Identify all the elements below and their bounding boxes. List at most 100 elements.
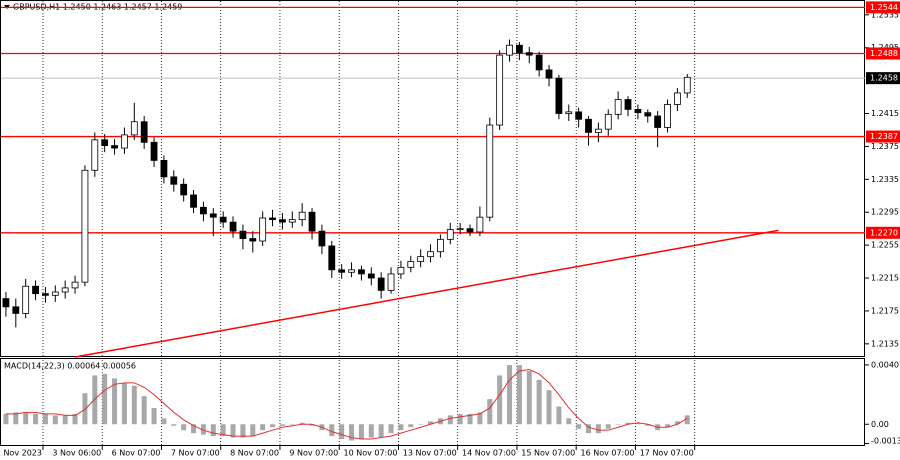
- y-tick-label: 1.2335: [871, 175, 899, 184]
- x-tick-label: 15 Nov 07:00: [521, 449, 575, 458]
- macd-bar: [665, 424, 671, 428]
- macd-bar: [645, 424, 651, 426]
- y-tick-label: 1.2535: [871, 10, 899, 19]
- macd-bar: [467, 413, 473, 425]
- macd-bar: [536, 379, 542, 425]
- candle-body: [535, 54, 543, 71]
- x-tick-label: 3 Nov 06:00: [52, 449, 101, 458]
- x-tick-label: 6 Nov 07:00: [112, 449, 161, 458]
- macd-bar: [220, 424, 226, 437]
- candle-body: [61, 287, 69, 293]
- x-tick-label: 17 Nov 07:00: [640, 449, 694, 458]
- candle-body: [486, 124, 494, 218]
- candle-body: [200, 206, 207, 215]
- macd-bar: [62, 415, 68, 425]
- macd-bar: [447, 415, 453, 425]
- y-tick-label: -0.0013: [871, 437, 900, 446]
- macd-bar: [586, 424, 592, 434]
- macd-bar: [141, 396, 147, 425]
- candle-body: [673, 92, 681, 105]
- candle-body: [506, 44, 513, 56]
- macd-bar: [289, 424, 295, 425]
- macd-bar: [102, 373, 108, 425]
- candle-body: [81, 169, 89, 283]
- x-tick-label: 14 Nov 07:00: [462, 449, 516, 458]
- macd-bar: [398, 424, 404, 431]
- candle-body: [308, 211, 316, 232]
- macd-bar: [151, 407, 157, 425]
- candle-body: [279, 219, 286, 223]
- candle-body: [614, 99, 622, 115]
- x-tick-label: 8 Nov 07:00: [230, 449, 279, 458]
- candle-body: [387, 273, 395, 291]
- macd-bar: [92, 375, 98, 425]
- candle-body: [101, 139, 109, 146]
- current-price-bg: [866, 72, 900, 85]
- candle-body: [22, 285, 30, 314]
- macd-bar: [72, 413, 78, 425]
- macd-bar: [131, 385, 137, 425]
- macd-frame: [0, 358, 865, 446]
- candle-body: [594, 128, 602, 133]
- macd-bar: [42, 413, 48, 425]
- candle-body: [239, 230, 247, 239]
- y-tick-label: 1.2375: [871, 142, 899, 151]
- macd-bar: [605, 424, 611, 429]
- macd-bar: [260, 424, 266, 431]
- macd-bar: [23, 412, 29, 425]
- macd-bar: [161, 418, 167, 425]
- level-label-bg: [866, 130, 900, 143]
- macd-bar: [625, 422, 631, 425]
- level-label: 1.2488: [870, 49, 898, 58]
- macd-bar: [576, 424, 582, 429]
- candle-body: [634, 109, 642, 114]
- x-tick-label: 16 Nov 07:00: [580, 449, 634, 458]
- macd-bar: [674, 421, 680, 425]
- candle-body: [565, 111, 573, 114]
- x-tick-label: 13 Nov 07:00: [403, 449, 457, 458]
- macd-bar: [566, 418, 572, 425]
- macd-bar: [13, 412, 19, 425]
- trend-line: [74, 229, 779, 358]
- candle-body: [42, 293, 49, 296]
- macd-bar: [378, 424, 384, 438]
- macd-bar: [349, 424, 355, 441]
- candle-body: [476, 216, 484, 233]
- candle-body: [318, 230, 326, 247]
- macd-bar: [279, 424, 285, 426]
- y-tick-label: 1.2215: [871, 274, 899, 283]
- candle-body: [644, 112, 652, 117]
- candle-body: [288, 219, 296, 223]
- macd-bar: [171, 424, 177, 426]
- x-tick-label: 9 Nov 07:00: [289, 449, 338, 458]
- y-tick-label: 1.2175: [871, 306, 899, 315]
- candle-body: [259, 217, 267, 242]
- candle-body: [12, 306, 20, 314]
- candle-body: [51, 291, 59, 296]
- level-label-bg: [866, 47, 900, 60]
- macd-bar: [181, 424, 187, 431]
- macd-bar: [200, 424, 206, 435]
- x-tick-label: 7 Nov 07:00: [171, 449, 220, 458]
- macd-bar: [477, 412, 483, 425]
- candle-body: [525, 52, 533, 56]
- macd-bar: [418, 424, 424, 425]
- candle-body: [397, 266, 405, 275]
- macd-bar: [408, 424, 414, 428]
- candle-body: [575, 111, 583, 120]
- macd-bar: [358, 424, 364, 440]
- price-frame: [0, 0, 865, 357]
- candle-body: [180, 183, 188, 196]
- macd-bar: [507, 365, 513, 425]
- y-tick-label: 1.2295: [871, 208, 899, 217]
- candle-body: [348, 269, 355, 273]
- macd-bar: [388, 424, 394, 434]
- candle-body: [269, 217, 276, 221]
- candle-body: [209, 213, 217, 218]
- candle-body: [358, 269, 365, 275]
- macd-bar: [230, 424, 236, 438]
- candle-body: [407, 261, 415, 268]
- x-tick-label: 10 Nov 07:00: [344, 449, 398, 458]
- macd-bar: [299, 422, 305, 425]
